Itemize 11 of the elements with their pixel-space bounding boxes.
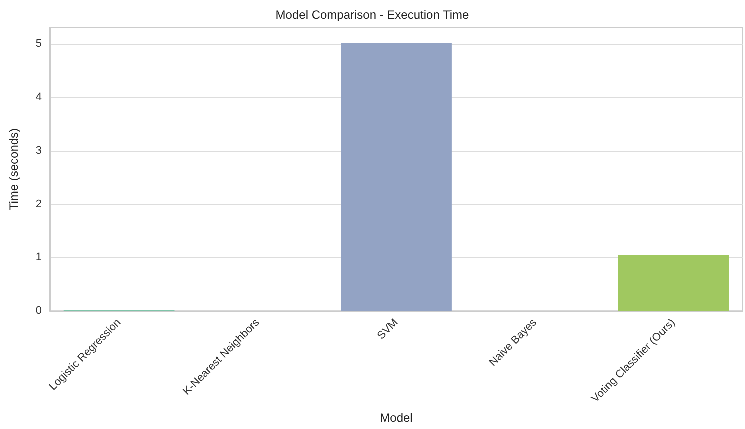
y-tick-label: 5 bbox=[36, 38, 42, 50]
y-tick-label: 2 bbox=[36, 198, 42, 210]
y-tick-label: 3 bbox=[36, 144, 42, 157]
chart-title: Model Comparison - Execution Time bbox=[276, 8, 470, 22]
x-axis-title: Model bbox=[380, 411, 413, 425]
y-axis-title: Time (seconds) bbox=[7, 128, 21, 211]
y-tick-label: 1 bbox=[36, 252, 42, 264]
y-tick-label: 0 bbox=[36, 305, 42, 318]
bar bbox=[341, 43, 452, 312]
y-tick-label: 4 bbox=[36, 91, 42, 104]
bar bbox=[618, 255, 730, 312]
